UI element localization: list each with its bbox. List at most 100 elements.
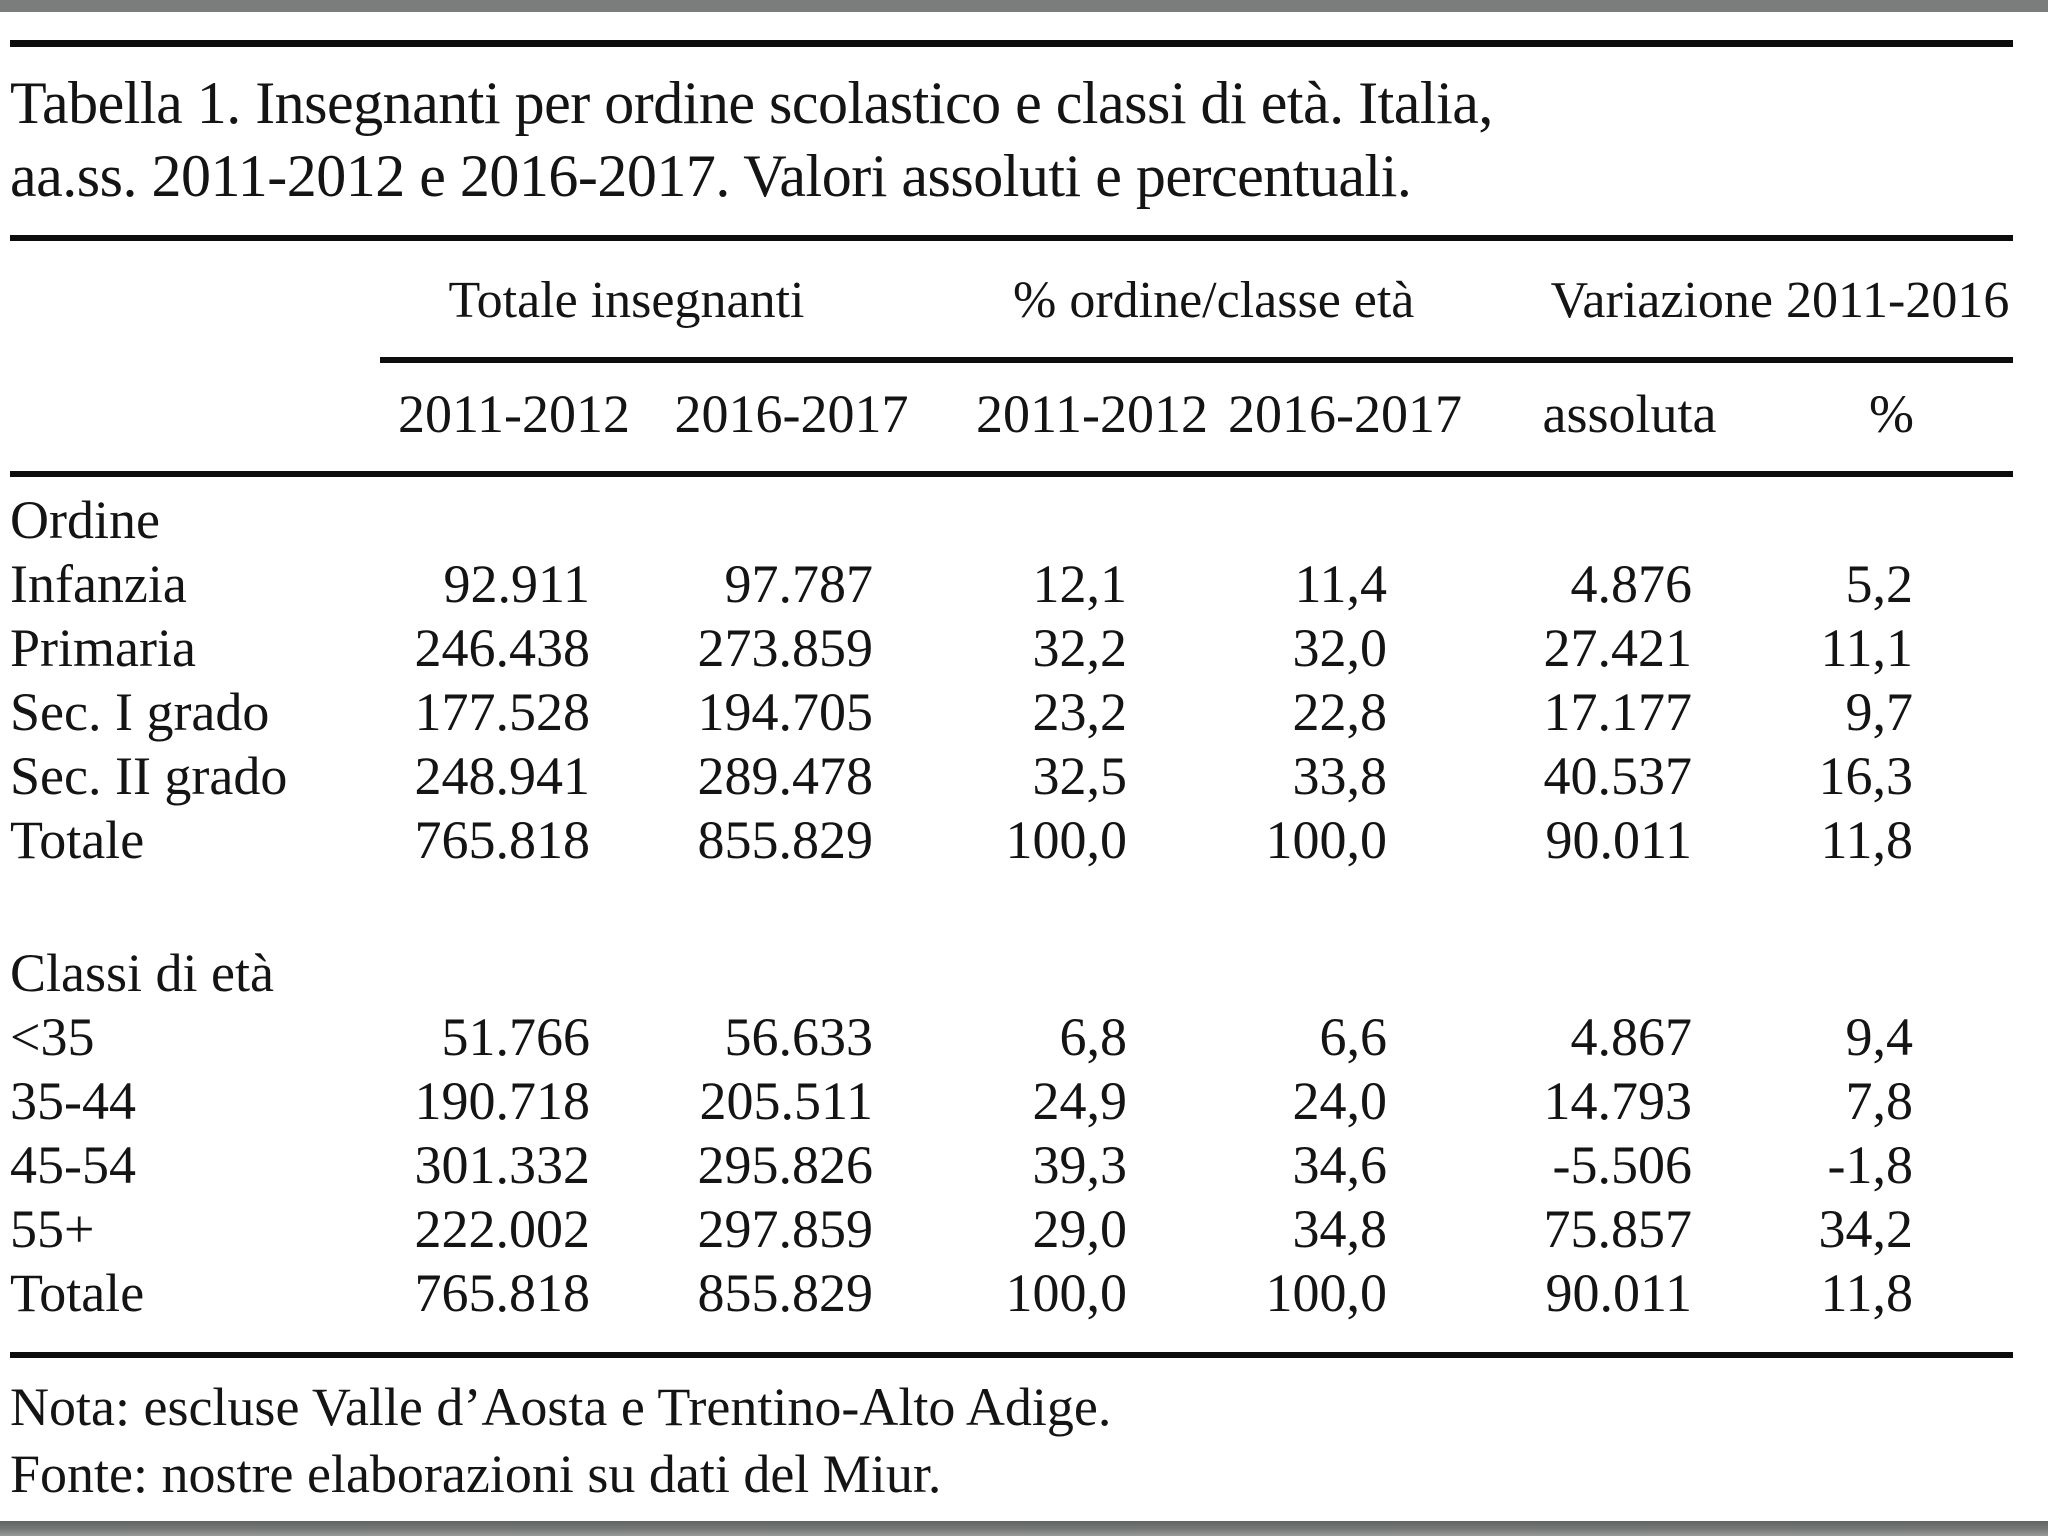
row-label: 55+	[10, 1199, 95, 1259]
row-label: Totale	[10, 1263, 145, 1323]
cell-value: 246.438	[414, 618, 591, 678]
cell-value: 90.011	[1545, 1263, 1693, 1323]
cell-value: 100,0	[1005, 1263, 1128, 1323]
source-line: Fonte: nostre elaborazioni su dati del M…	[10, 1444, 942, 1504]
table-row: 35-44 190.718 205.511 24,9 24,0 14.793 7,8	[10, 1069, 2013, 1133]
cell-value: 32,0	[1292, 618, 1388, 678]
cell-value: 100,0	[1265, 1263, 1388, 1323]
group-header-variazione-2011-2016: Variazione 2011-2016	[1387, 238, 2013, 363]
cell-value: 301.332	[414, 1135, 591, 1195]
cell-value: -1,8	[1827, 1135, 1913, 1195]
sub-header-row: 2011-2012 2016-2017 2011-2012 2016-2017 …	[10, 360, 2048, 477]
cell-value: 6,8	[1059, 1007, 1128, 1067]
table-row: Totale 765.818 855.829 100,0 100,0 90.011 11,8	[10, 808, 2013, 872]
section-header-label: Ordine	[10, 490, 160, 550]
cell-value: 289.478	[697, 746, 874, 806]
row-label: Sec. I grado	[10, 682, 270, 742]
cell-value: 97.787	[724, 554, 874, 614]
teachers-table: Totale insegnanti % ordine/classe età Va…	[10, 235, 2048, 1358]
cell-value: 39,3	[1032, 1135, 1128, 1195]
row-label: 45-54	[10, 1135, 136, 1195]
table-row: Sec. II grado 248.941 289.478 32,5 33,8 40.53…	[10, 744, 2013, 808]
cell-value: 6,6	[1319, 1007, 1388, 1067]
cell-value: 12,1	[1032, 554, 1128, 614]
cell-value: 855.829	[697, 810, 874, 870]
note-line: Nota: escluse Valle d’Aosta e Trentino-A…	[10, 1377, 1112, 1437]
table-title-line-1: Tabella 1. Insegnanti per ordine scolast…	[10, 70, 1493, 136]
cell-value: 56.633	[724, 1007, 874, 1067]
cell-value: 4.876	[1570, 554, 1693, 614]
cell-value: 17.177	[1543, 682, 1693, 742]
cell-value: 273.859	[697, 618, 874, 678]
cell-value: 11,8	[1820, 1263, 1914, 1323]
cell-value: 11,4	[1294, 554, 1388, 614]
group-header-row: Totale insegnanti % ordine/classe età Va…	[10, 238, 2013, 363]
row-label: Sec. II grado	[10, 746, 288, 806]
row-label: <35	[10, 1007, 95, 1067]
cell-value: 34,2	[1818, 1199, 1914, 1259]
cell-value: 92.911	[443, 554, 591, 614]
cell-value: 222.002	[414, 1199, 591, 1259]
cell-value: 100,0	[1265, 810, 1388, 870]
group-header-percent-ordine-classe-eta: % ordine/classe età	[873, 238, 1414, 363]
cell-value: 248.941	[414, 746, 591, 806]
cell-value: -5.506	[1552, 1135, 1692, 1195]
viewer-top-bar	[0, 0, 2048, 12]
cell-value: 11,1	[1820, 618, 1914, 678]
cell-value: 765.818	[414, 810, 591, 870]
row-label: Totale	[10, 810, 145, 870]
cell-value: 33,8	[1292, 746, 1388, 806]
cell-value: 765.818	[414, 1263, 591, 1323]
cell-value: 34,8	[1292, 1199, 1388, 1259]
table-top-rule	[10, 40, 2013, 47]
section-spacer-cell	[10, 872, 2013, 930]
cell-value: 32,2	[1032, 618, 1128, 678]
cell-value: 32,5	[1032, 746, 1128, 806]
cell-value: 855.829	[697, 1263, 874, 1323]
section-spacer-row	[10, 872, 2013, 930]
cell-value: 23,2	[1032, 682, 1128, 742]
document-page: Tabella 1. Insegnanti per ordine scolast…	[0, 12, 2048, 1521]
table-title-line-2: aa.ss. 2011-2012 e 2016-2017. Valori ass…	[10, 143, 1412, 209]
sub-header-2016-2017-percent: 2016-2017	[1215, 360, 1475, 477]
cell-value: 29,0	[1032, 1199, 1128, 1259]
table-row: Sec. I grado 177.528 194.705 23,2 22,8 17.177…	[10, 680, 2013, 744]
cell-value: 177.528	[414, 682, 591, 742]
table-row: Primaria 246.438 273.859 32,2 32,0 27.421 11,1	[10, 616, 2013, 680]
cell-value: 34,6	[1292, 1135, 1388, 1195]
cell-value: 22,8	[1292, 682, 1388, 742]
row-label: Primaria	[10, 618, 196, 678]
cell-value: 11,8	[1820, 810, 1914, 870]
cell-value: 75.857	[1543, 1199, 1693, 1259]
sub-header-2016-2017-totale: 2016-2017	[650, 360, 933, 477]
cell-value: 24,9	[1032, 1071, 1128, 1131]
table-body: Ordine Infanzia 92.911 97.787 12,1 11,4 4.876 5…	[10, 474, 2013, 1355]
table-row: Totale 765.818 855.829 100,0 100,0 90.011 11,8	[10, 1261, 2013, 1355]
cell-value: 51.766	[441, 1007, 591, 1067]
cell-value: 90.011	[1545, 810, 1693, 870]
section-header-label: Classi di età	[10, 943, 274, 1003]
cell-value: 27.421	[1543, 618, 1693, 678]
cell-value: 9,7	[1845, 682, 1914, 742]
cell-value: 16,3	[1818, 746, 1914, 806]
sub-header-empty-cell	[10, 360, 380, 477]
cell-value: 14.793	[1543, 1071, 1693, 1131]
cell-value: 100,0	[1005, 810, 1128, 870]
table-row: Infanzia 92.911 97.787 12,1 11,4 4.876 5,2	[10, 552, 2013, 616]
row-label: Infanzia	[10, 554, 187, 614]
table-row: 45-54 301.332 295.826 39,3 34,6 -5.506 -1,8	[10, 1133, 2013, 1197]
cell-value: 190.718	[414, 1071, 591, 1131]
table-row: <35 51.766 56.633 6,8 6,6 4.867 9,4	[10, 1005, 2013, 1069]
cell-value: 194.705	[697, 682, 874, 742]
cell-value: 4.867	[1570, 1007, 1693, 1067]
cell-value: 5,2	[1845, 554, 1914, 614]
table-row: 55+ 222.002 297.859 29,0 34,8 75.857 34,2	[10, 1197, 2013, 1261]
cell-value: 40.537	[1543, 746, 1693, 806]
cell-value: 24,0	[1292, 1071, 1388, 1131]
viewer-bottom-bar	[0, 1521, 2048, 1536]
cell-value: 295.826	[697, 1135, 874, 1195]
cell-value: 297.859	[697, 1199, 874, 1259]
table-title: Tabella 1. Insegnanti per ordine scolast…	[10, 47, 2048, 235]
sub-header-2011-2012-percent: 2011-2012	[965, 360, 1219, 477]
section-header-row: Classi di età	[10, 930, 2013, 1005]
